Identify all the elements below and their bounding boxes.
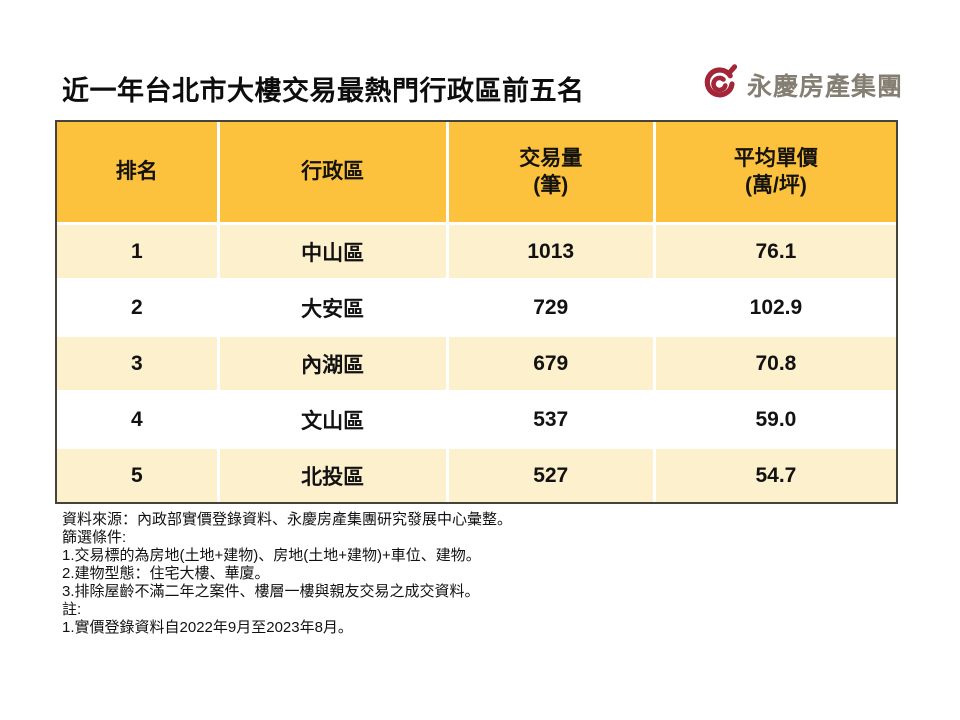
volume-cell: 729 <box>445 278 656 337</box>
table-row: 5 北投區 527 54.7 <box>57 446 896 502</box>
district-cell: 北投區 <box>216 446 449 502</box>
note-line: 1.實價登錄資料自2022年9月至2023年8月。 <box>62 619 353 636</box>
ranking-table-container: 排名 行政區 交易量 (筆) 平均單價 (萬/坪) 1 中山區 1013 76.… <box>55 120 898 504</box>
brand-name: 永慶房產集團 <box>746 72 903 101</box>
header-bar: 近一年台北市大樓交易最熱門行政區前五名 永慶房產集團 <box>55 62 905 107</box>
volume-cell: 527 <box>445 446 656 502</box>
district-cell: 中山區 <box>216 222 449 281</box>
brand-logo: 永慶房產集團 <box>700 62 905 107</box>
note-line: 1.交易標的為房地(土地+建物)、房地(土地+建物)+車位、建物。 <box>62 547 481 564</box>
avg-price-cell: 76.1 <box>652 222 896 281</box>
page-title: 近一年台北市大樓交易最熱門行政區前五名 <box>62 75 585 106</box>
volume-cell: 679 <box>445 334 656 393</box>
table-row: 3 內湖區 679 70.8 <box>57 334 896 393</box>
volume-cell: 537 <box>445 390 656 449</box>
table-row: 1 中山區 1013 76.1 <box>57 222 896 281</box>
note-line: 2.建物型態：住宅大樓、華廈。 <box>62 565 270 582</box>
district-cell: 文山區 <box>216 390 449 449</box>
rank-cell: 4 <box>57 390 220 449</box>
col-header-district: 行政區 <box>216 122 449 225</box>
note-line: 資料來源：內政部實價登錄資料、永慶房產集團研究發展中心彙整。 <box>62 511 513 528</box>
footnotes: 資料來源：內政部實價登錄資料、永慶房產集團研究發展中心彙整。 篩選條件: 1.交… <box>55 511 905 637</box>
col-header-rank: 排名 <box>57 122 220 225</box>
col-header-avg-price: 平均單價 (萬/坪) <box>652 122 896 225</box>
avg-price-cell: 59.0 <box>652 390 896 449</box>
district-cell: 內湖區 <box>216 334 449 393</box>
avg-price-cell: 102.9 <box>652 278 896 337</box>
rank-cell: 5 <box>57 446 220 502</box>
note-line: 註: <box>62 601 82 618</box>
note-line: 篩選條件: <box>62 529 127 546</box>
avg-price-cell: 70.8 <box>652 334 896 393</box>
note-line: 3.排除屋齡不滿二年之案件、樓層一樓與親友交易之成交資料。 <box>62 583 480 600</box>
col-header-volume: 交易量 (筆) <box>445 122 656 225</box>
rank-cell: 1 <box>57 222 220 281</box>
avg-price-cell: 54.7 <box>652 446 896 502</box>
volume-cell: 1013 <box>445 222 656 281</box>
yungching-spiral-icon <box>700 62 740 107</box>
table-row: 2 大安區 729 102.9 <box>57 278 896 337</box>
rank-cell: 2 <box>57 278 220 337</box>
ranking-table: 排名 行政區 交易量 (筆) 平均單價 (萬/坪) 1 中山區 1013 76.… <box>57 122 896 502</box>
table-row: 4 文山區 537 59.0 <box>57 390 896 449</box>
table-header-row: 排名 行政區 交易量 (筆) 平均單價 (萬/坪) <box>57 122 896 225</box>
district-cell: 大安區 <box>216 278 449 337</box>
rank-cell: 3 <box>57 334 220 393</box>
